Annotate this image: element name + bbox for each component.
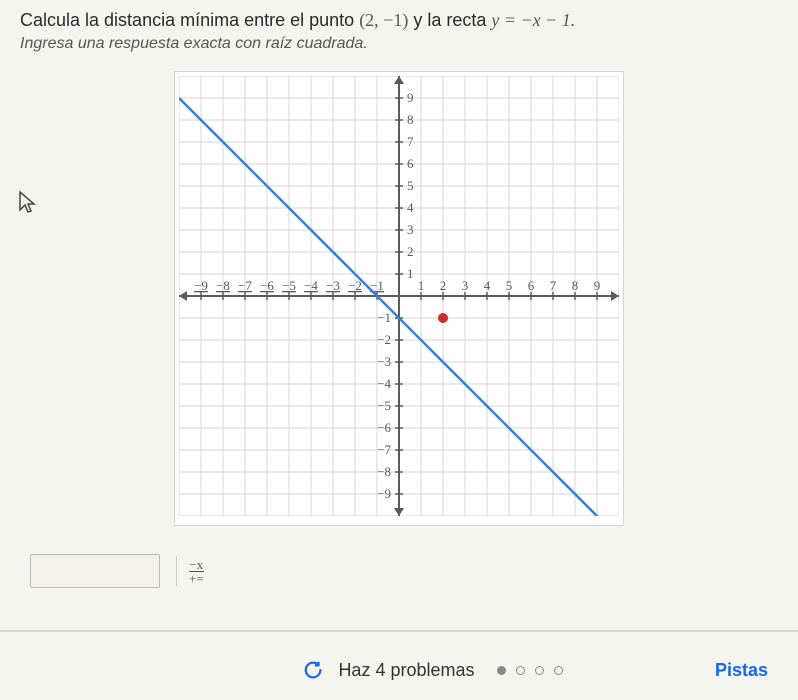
coordinate-graph: −9−9−8−8−7−7−6−6−5−5−4−4−3−3−2−2−1−11122…: [174, 71, 624, 526]
progress-dots: [497, 666, 563, 675]
hints-link[interactable]: Pistas: [715, 660, 768, 681]
cursor-icon: [18, 190, 36, 214]
question-point: (2, −1): [359, 10, 408, 30]
do-problems-label: Haz 4 problemas: [338, 660, 474, 681]
svg-text:4: 4: [407, 200, 414, 215]
svg-text:−5: −5: [282, 278, 296, 293]
svg-text:−4: −4: [304, 278, 318, 293]
footer-bar: Haz 4 problemas Pistas: [0, 640, 798, 700]
svg-text:−8: −8: [377, 464, 391, 479]
svg-text:−3: −3: [326, 278, 340, 293]
fraction-denominator: +=: [189, 571, 204, 585]
svg-text:6: 6: [528, 278, 535, 293]
svg-text:5: 5: [506, 278, 513, 293]
svg-text:−2: −2: [377, 332, 391, 347]
svg-text:−1: −1: [377, 310, 391, 325]
svg-text:7: 7: [550, 278, 557, 293]
svg-text:7: 7: [407, 134, 414, 149]
fraction-tool-button[interactable]: −x +=: [176, 556, 204, 586]
svg-text:1: 1: [407, 266, 414, 281]
svg-text:−6: −6: [377, 420, 391, 435]
svg-text:−5: −5: [377, 398, 391, 413]
svg-text:−9: −9: [377, 486, 391, 501]
question-text: Calcula la distancia mínima entre el pun…: [20, 8, 778, 33]
svg-text:−3: −3: [377, 354, 391, 369]
question-prefix: Calcula la distancia mínima entre el pun…: [20, 10, 359, 30]
svg-text:2: 2: [407, 244, 414, 259]
svg-text:9: 9: [407, 90, 414, 105]
svg-text:−4: −4: [377, 376, 391, 391]
svg-text:2: 2: [440, 278, 447, 293]
fraction-numerator: −x: [189, 558, 204, 571]
graph-svg: −9−9−8−8−7−7−6−6−5−5−4−4−3−3−2−2−1−11122…: [179, 76, 619, 516]
svg-text:−8: −8: [216, 278, 230, 293]
svg-text:−6: −6: [260, 278, 274, 293]
question-instruction: Ingresa una respuesta exacta con raíz cu…: [20, 35, 778, 53]
question-mid: y la recta: [408, 10, 491, 30]
progress-dot: [516, 666, 525, 675]
svg-text:4: 4: [484, 278, 491, 293]
svg-text:8: 8: [407, 112, 414, 127]
progress-dot: [535, 666, 544, 675]
svg-text:9: 9: [594, 278, 601, 293]
svg-text:−9: −9: [194, 278, 208, 293]
question-equation: y = −x − 1.: [491, 10, 575, 30]
svg-text:8: 8: [572, 278, 579, 293]
refresh-icon[interactable]: [302, 659, 324, 681]
svg-text:6: 6: [407, 156, 414, 171]
progress-dot: [497, 666, 506, 675]
svg-text:3: 3: [462, 278, 469, 293]
svg-text:1: 1: [418, 278, 425, 293]
answer-input[interactable]: [30, 554, 160, 588]
svg-text:5: 5: [407, 178, 414, 193]
separator: [0, 630, 798, 632]
svg-text:3: 3: [407, 222, 414, 237]
svg-text:−7: −7: [238, 278, 252, 293]
progress-dot: [554, 666, 563, 675]
svg-text:−7: −7: [377, 442, 391, 457]
